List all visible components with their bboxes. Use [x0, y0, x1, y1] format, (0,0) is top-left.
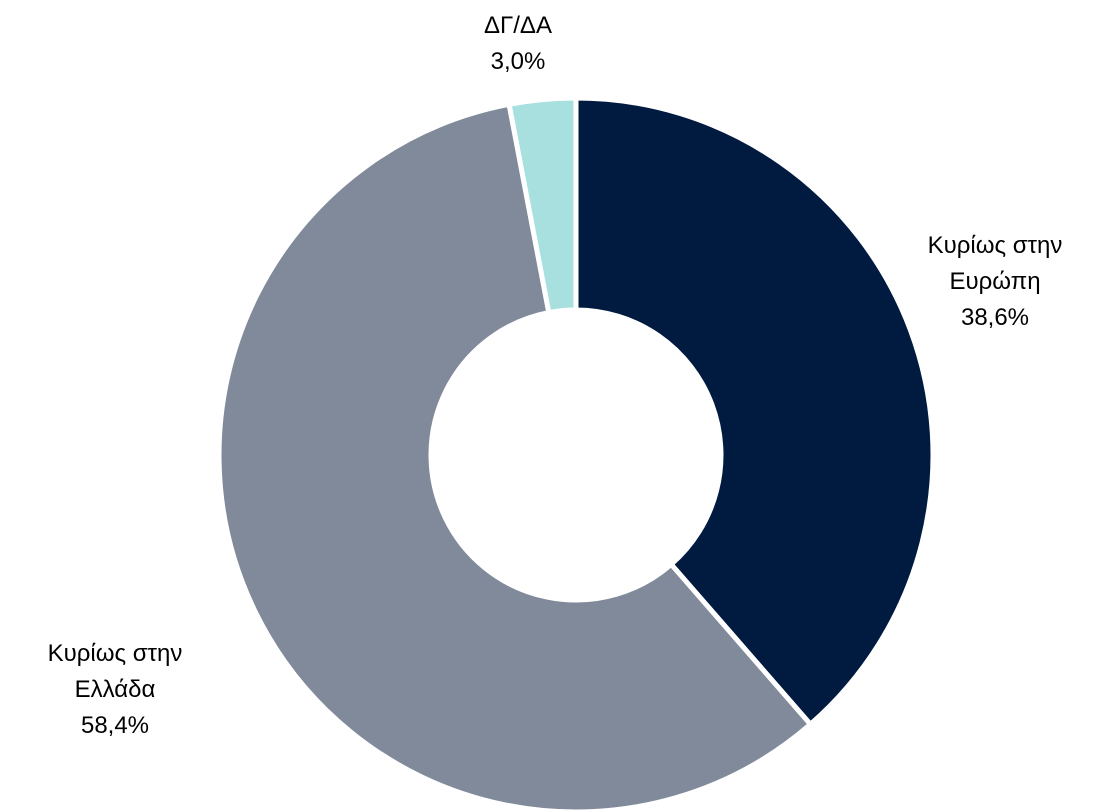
value-label: 58,4% — [80, 712, 150, 739]
slice-label: Κυρίως στην Ελλάδα 58,4% — [25, 636, 205, 744]
donut-slice — [573, 95, 936, 728]
donut-slice — [506, 95, 579, 316]
category-label: Κυρίως στην Ελλάδα — [47, 640, 183, 703]
donut-slice — [216, 101, 814, 812]
slice-label: Κυρίως στην Ευρώπη 38,6% — [905, 228, 1085, 336]
category-label: Κυρίως στην Ευρώπη — [927, 232, 1063, 295]
slice-label: ΔΓ/ΔΑ 3,0% — [428, 8, 608, 80]
value-label: 38,6% — [960, 304, 1030, 331]
value-label: 3,0% — [490, 48, 546, 75]
category-label: ΔΓ/ΔΑ — [484, 12, 552, 39]
